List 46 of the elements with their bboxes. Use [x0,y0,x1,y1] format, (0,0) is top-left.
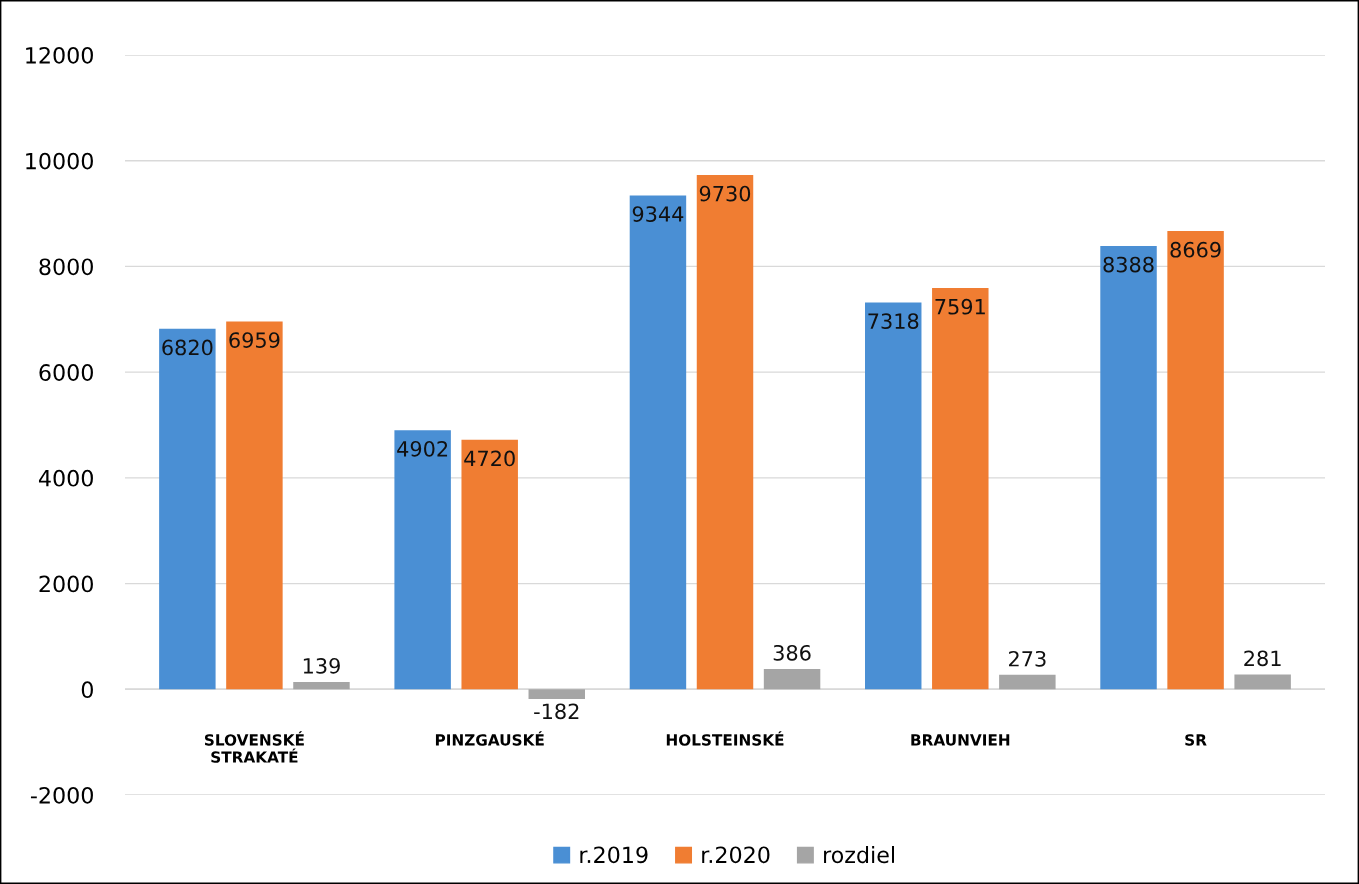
legend-label: r.2020 [702,846,770,864]
data-label: 273 [1009,650,1046,667]
bar [159,328,216,690]
y-tick-label: -2000 [30,786,93,804]
bar [528,689,585,699]
data-label: 9344 [632,206,684,222]
bar [394,430,451,690]
data-label: 6959 [229,332,280,348]
bar [763,668,821,690]
data-label: 7318 [868,313,919,329]
data-label: 7591 [935,298,985,315]
data-label: 9730 [699,185,751,202]
x-tick-label: BRAUNVIEH [911,734,1010,746]
bar [293,681,350,690]
bar [1100,245,1157,690]
bar [932,288,989,690]
bar [696,174,754,690]
data-label: -182 [534,703,579,720]
bar [1167,231,1224,690]
data-label: 281 [1244,650,1281,667]
data-label: 8669 [1170,241,1221,258]
data-label: 8388 [1103,256,1154,273]
data-label: 6820 [162,339,213,356]
data-label: 139 [303,657,340,674]
x-tick-label: SLOVENSKÉ STRAKATÉ [204,731,304,763]
y-tick-label: 6000 [39,364,93,381]
data-label: 386 [773,644,811,661]
y-tick-label: 10000 [26,152,93,170]
bar [461,439,518,690]
y-tick-label: 4000 [38,469,93,487]
y-tick-label: 0 [81,681,93,699]
data-label: 4720 [464,450,515,467]
bar [1234,674,1291,690]
x-tick-label: PINZGAUSKÉ [435,731,544,746]
bar [865,302,922,690]
x-tick-label: HOLSTEINSKÉ [666,731,784,746]
bar [999,674,1056,690]
y-tick-label: 8000 [39,258,93,276]
bar [226,321,283,690]
y-tick-label: 2000 [39,575,93,593]
y-tick-label: 12000 [26,46,93,64]
legend-label: r.2019 [580,846,648,864]
legend-label: rozdiel [824,845,894,864]
x-tick-label: SR [1185,734,1207,746]
data-label: 4902 [397,440,448,457]
bar [629,195,687,690]
